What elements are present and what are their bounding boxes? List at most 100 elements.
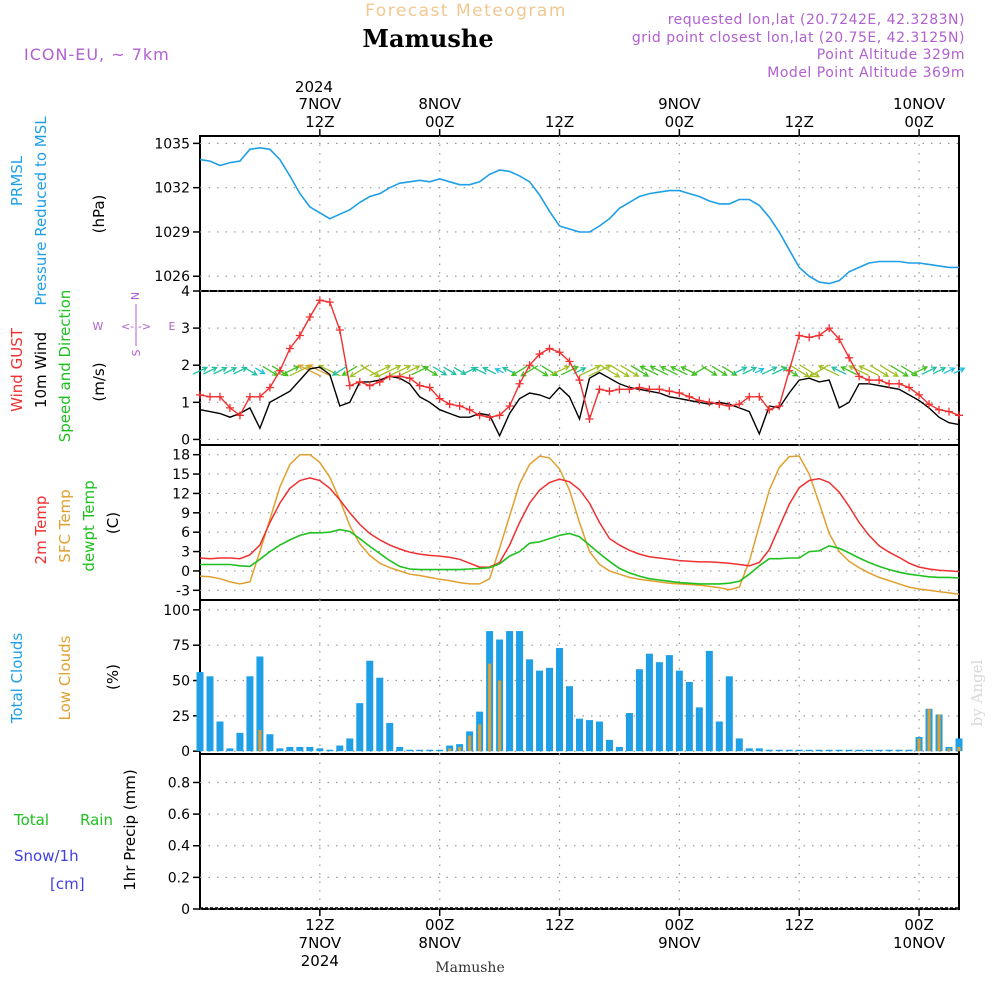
wind-gust-marker [695,396,704,405]
total-cloud-bar [406,749,414,752]
wind-gust-marker [375,377,384,386]
total-cloud-bar [765,749,773,752]
bottom-time-label: 00Z [904,916,933,934]
wind-direction-arrow [389,365,411,377]
wind-direction-arrow [849,365,870,377]
wind-arrow-head [690,370,698,376]
total-cloud-bar [585,720,593,752]
wind-direction-arrow [192,366,208,375]
wind-gust-marker [445,400,454,409]
wind-gust-marker [505,402,514,411]
top-time-label: 9NOV [658,95,701,113]
wind-arrow-head [259,368,266,375]
total-cloud-bar [366,660,374,752]
wind-direction-arrow [789,364,810,378]
wind-gust-marker [605,387,614,396]
wind-arrow-head [450,369,457,376]
total-cloud-bar [605,739,613,752]
wind-gust-marker [525,361,534,370]
low-cloud-bar [917,738,921,752]
wind-gust-marker [365,381,374,390]
total-cloud-bar [815,749,823,752]
wind-arrow-head [501,366,509,373]
wind-arrow-head [731,370,738,376]
wind-gust-marker [225,403,234,412]
wind-gust-marker [675,389,684,398]
wind-direction-arrow [818,365,840,377]
wind-gust-label: Wind GUST [8,327,26,412]
wind-gust-marker [885,379,894,388]
temperature-ytick-label: -3 [176,583,190,599]
wind-arrow-head [482,366,489,373]
wind-gust-marker [196,390,204,399]
wind-gust-marker [855,372,864,381]
pressure-unit: (hPa) [90,195,108,234]
wind-direction-arrow [378,365,401,377]
temperature-ytick-label: 18 [172,448,190,464]
top-time-label: 00Z [425,113,454,131]
wind-direction-arrow [203,366,217,375]
wind-gust-marker [835,335,844,344]
wind-compass: N <-|-> W E S [93,292,176,357]
total-cloud-bar [635,669,643,752]
wind-arrow-head [542,371,549,377]
wind-gust-marker [515,379,524,388]
temperature-ytick-label: 9 [181,506,190,522]
wind-direction-arrow [640,365,659,376]
wind-direction-arrow [742,366,757,375]
wind-arrow-head [441,370,448,376]
wind-direction-arrow [233,367,247,375]
wind-direction-arrow [255,367,265,375]
supertitle: Forecast Meteogram [365,1,567,21]
wind-gust-marker [555,348,564,357]
total-cloud-bar [566,686,574,752]
low-cloud-bar [258,729,262,752]
total-cloud-bar [625,713,633,752]
total-cloud-bar [396,746,404,752]
wind-direction-arrow [342,365,358,376]
total-cloud-bar [795,749,803,752]
wind-gust-marker [815,331,824,340]
wind-direction-arrow [308,364,332,377]
total-cloud-bar [785,749,793,752]
total-cloud-bar [615,746,623,752]
wind-direction-arrow [223,367,237,375]
wind-gust-marker [755,392,764,401]
wind-direction-arrow [511,365,528,377]
wind-arrow-head [580,367,587,373]
wind-arrow-head [649,365,656,372]
wind-arrow-head [721,370,728,376]
clouds-ytick-label: 0 [181,744,190,760]
compass-s: S [130,349,143,356]
wind-gust-marker [715,400,724,409]
wind-gust-marker [625,385,634,394]
wind-gust-marker [955,411,963,420]
total-cloud-bar [845,749,853,752]
wind-gust-marker [915,390,924,399]
top-time-label: 10NOV [893,95,946,113]
wind-arrow-head [201,366,209,372]
wind-gust-marker [615,385,624,394]
wind-arrow-head [771,366,778,372]
precip-panel [199,753,960,910]
total-cloud-bar [536,670,544,752]
bottom-time-label: 12Z [305,916,334,934]
wind-arrow-head [892,371,900,377]
wind-direction-arrow [399,365,420,377]
wind-arrow-head [460,369,467,375]
wind-gust-marker [775,402,784,411]
total-cloud-bar [685,681,693,752]
wind-gust-marker [865,376,874,385]
wind-arrow-head [251,370,258,376]
total-cloud-bar [266,734,274,752]
wind-gust-marker [465,405,474,414]
wind-direction-arrow [900,365,918,377]
top-time-label: 00Z [665,113,694,131]
wind-gust-marker [705,398,714,407]
wind-direction-arrow [671,366,688,376]
wind-gust-marker [435,394,444,403]
wind-direction-arrow [660,366,678,376]
bottom-time-label: 8NOV [418,934,461,952]
wind-direction-arrow [841,366,858,376]
wind-arrow-head [221,366,228,373]
